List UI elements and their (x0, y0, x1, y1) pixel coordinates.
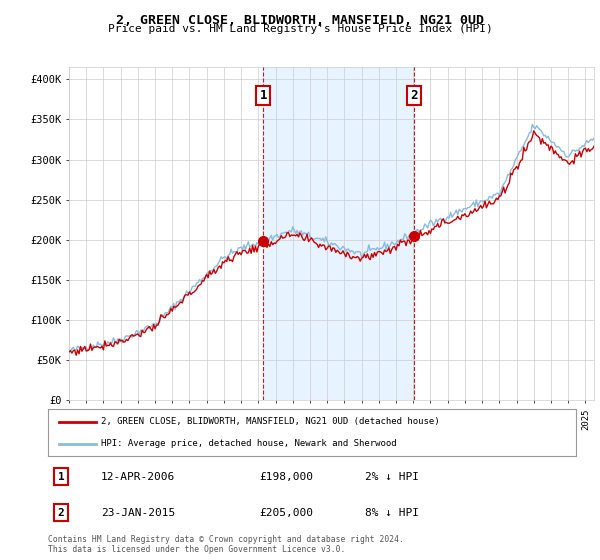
Text: 1: 1 (259, 89, 267, 102)
Text: 2: 2 (410, 89, 418, 102)
Text: £198,000: £198,000 (259, 472, 313, 482)
Text: Price paid vs. HM Land Registry's House Price Index (HPI): Price paid vs. HM Land Registry's House … (107, 24, 493, 34)
Text: 12-APR-2006: 12-APR-2006 (101, 472, 175, 482)
Text: 8% ↓ HPI: 8% ↓ HPI (365, 508, 419, 517)
Text: Contains HM Land Registry data © Crown copyright and database right 2024.
This d: Contains HM Land Registry data © Crown c… (48, 535, 404, 554)
Text: 1: 1 (58, 472, 65, 482)
Text: HPI: Average price, detached house, Newark and Sherwood: HPI: Average price, detached house, Newa… (101, 439, 397, 448)
Text: 23-JAN-2015: 23-JAN-2015 (101, 508, 175, 517)
Text: 2, GREEN CLOSE, BLIDWORTH, MANSFIELD, NG21 0UD: 2, GREEN CLOSE, BLIDWORTH, MANSFIELD, NG… (116, 14, 484, 27)
Text: £205,000: £205,000 (259, 508, 313, 517)
Bar (263, 67, 414, 400)
Text: 2% ↓ HPI: 2% ↓ HPI (365, 472, 419, 482)
Text: 2, GREEN CLOSE, BLIDWORTH, MANSFIELD, NG21 0UD (detached house): 2, GREEN CLOSE, BLIDWORTH, MANSFIELD, NG… (101, 417, 439, 426)
Text: 2: 2 (58, 508, 65, 517)
